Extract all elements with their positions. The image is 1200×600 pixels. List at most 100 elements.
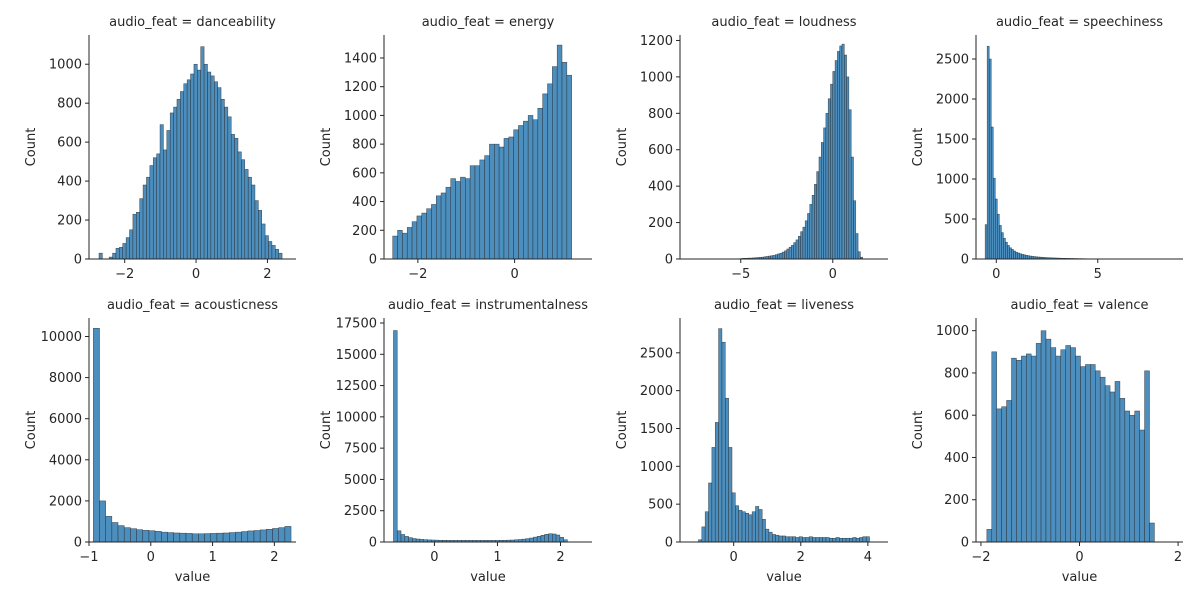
histogram-bar [566, 74, 572, 260]
histogram-bar [561, 62, 568, 260]
histogram-bar [855, 537, 860, 543]
y-tick-label: 500 [648, 498, 673, 513]
x-tick-label: −2 [971, 550, 990, 565]
histogram-bar [396, 530, 402, 543]
x-tick-label: 1 [493, 550, 501, 565]
histogram-bar [234, 137, 239, 260]
y-tick-label: 0 [665, 253, 673, 268]
histogram-bar [758, 509, 763, 543]
y-tick-label: 600 [944, 409, 969, 424]
y-tick-label: 2500 [936, 53, 969, 68]
x-tick-label: −2 [408, 267, 427, 282]
histogram-bar [818, 156, 822, 260]
histogram-bar [431, 204, 437, 260]
histogram-bar [779, 252, 783, 260]
y-tick-label: 10000 [41, 330, 82, 345]
histogram-bar [714, 422, 719, 543]
histogram-bar [555, 534, 561, 543]
histogram-bar [772, 534, 776, 543]
histogram-bar [812, 537, 817, 543]
histogram-bar [115, 248, 120, 260]
histogram-bar [802, 537, 807, 543]
histogram-bar [834, 60, 838, 260]
histogram-bar [185, 533, 193, 543]
histogram-bar [548, 533, 553, 543]
histogram-bar [119, 247, 123, 260]
histogram-bar [542, 93, 548, 260]
histogram-bar [253, 530, 261, 543]
y-axis-label: Count [911, 411, 926, 450]
y-tick-label: 200 [648, 216, 673, 231]
histogram-bar [210, 533, 218, 543]
histogram-bar [1065, 345, 1071, 543]
y-tick-label: 1400 [344, 51, 377, 66]
histogram-bar [711, 447, 716, 543]
histogram-bar [525, 538, 530, 543]
histogram-bar [1005, 241, 1008, 260]
histogram-bar [508, 136, 514, 260]
histogram-bar [778, 535, 783, 543]
histogram-bar [105, 516, 113, 543]
histogram-bar [850, 156, 854, 260]
histogram-bar [1114, 381, 1121, 543]
histogram-bar [556, 44, 563, 260]
histogram-bar [241, 531, 249, 543]
histogram-bar [788, 246, 792, 260]
histogram-bar [993, 177, 996, 260]
histogram-bar [777, 253, 781, 260]
y-tick-label: 0 [369, 253, 377, 268]
histogram-bar [784, 250, 788, 260]
histogram-bar [117, 525, 125, 543]
histogram-bar [830, 83, 834, 260]
histogram-bar [200, 46, 205, 260]
facet-title: audio_feat = loudness [711, 15, 856, 30]
histogram-bar [1080, 366, 1086, 543]
histogram-bar [552, 66, 558, 260]
x-tick-label: 2 [556, 550, 564, 565]
histogram-bar [1090, 364, 1096, 543]
histogram-bar [149, 165, 154, 260]
histogram-bar [1017, 252, 1020, 260]
histogram-bar [210, 75, 215, 260]
facet-liveness: 0 500 1000 1500 2000 2500 0 2 4 audio_feat = live… [615, 298, 888, 585]
histogram-bar [800, 231, 804, 260]
histogram-bar [841, 43, 845, 260]
x-axis-label: value [470, 570, 506, 585]
histogram-bar [809, 204, 813, 260]
histogram-bar [142, 530, 150, 543]
histogram-bar [529, 537, 534, 543]
histogram-bar [1075, 355, 1081, 543]
histogram-bar [186, 79, 191, 260]
histogram-bar [865, 536, 870, 543]
y-tick-label: 1000 [49, 58, 82, 73]
histogram-bar [829, 537, 833, 543]
histogram-bar [825, 113, 829, 260]
histogram-bar [469, 165, 476, 260]
histogram-bar [183, 83, 188, 260]
histogram-bar [139, 198, 144, 260]
histogram-bar [465, 178, 471, 260]
histogram-bar [832, 71, 836, 260]
x-tick-label: 1 [208, 550, 216, 565]
y-axis-label: Count [911, 128, 926, 167]
y-tick-label: 4000 [49, 453, 82, 468]
y-tick-label: 2000 [49, 494, 82, 509]
histogram-bar [1060, 349, 1066, 543]
histogram-bar [751, 511, 756, 543]
histogram-bar [844, 54, 847, 260]
y-tick-label: 5000 [344, 473, 377, 488]
histogram-bar [1011, 357, 1017, 543]
x-tick-label: −1 [79, 550, 98, 565]
histogram-bar [745, 512, 750, 543]
histogram-bar [1129, 414, 1135, 543]
histogram-bar [416, 215, 422, 260]
histogram-bar [406, 227, 413, 260]
histogram-bar [1001, 232, 1004, 260]
histogram-bar [235, 531, 242, 543]
histogram-bar [781, 251, 785, 260]
histogram-bar [832, 537, 837, 543]
histogram-bar [1016, 360, 1022, 543]
histogram-bar [136, 529, 144, 543]
